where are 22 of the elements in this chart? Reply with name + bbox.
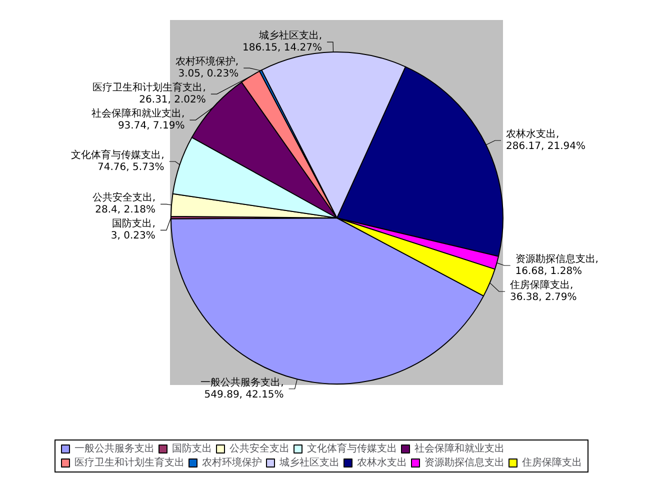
data-label: 城乡社区支出, 186.15, 14.27% bbox=[242, 30, 322, 54]
data-label: 公共安全支出, 28.4, 2.18% bbox=[92, 192, 156, 216]
data-label: 资源勘探信息支出, 16.68, 1.28% bbox=[515, 253, 598, 278]
data-label: 社会保障和就业支出, 93.74, 7.19% bbox=[92, 108, 185, 132]
legend-label: 一般公共服务支出 bbox=[74, 442, 154, 454]
data-label: 住房保障支出, 36.38, 2.79% bbox=[510, 279, 577, 304]
data-label: 农村环境保护, 3.05, 0.23% bbox=[175, 56, 239, 80]
data-label: 文化体育与传媒支出, 74.76, 5.73% bbox=[71, 148, 164, 173]
legend-label: 城乡社区支出 bbox=[278, 456, 340, 468]
data-label: 农林水支出, 286.17, 21.94% bbox=[506, 128, 586, 152]
legend-label: 农林水支出 bbox=[357, 456, 407, 468]
data-label: 一般公共服务支出, 549.89, 42.15% bbox=[200, 376, 284, 400]
legend-label: 社会保障和就业支出 bbox=[414, 442, 504, 454]
legend-label: 文化体育与传媒支出 bbox=[307, 442, 397, 454]
legend-label: 公共安全支出 bbox=[230, 442, 290, 454]
legend-label: 住房保障支出 bbox=[522, 456, 582, 468]
data-label: 医疗卫生和计划生育支出, 26.31, 2.02% bbox=[92, 82, 206, 106]
legend-label: 国防支出 bbox=[172, 442, 212, 454]
data-label: 国防支出, 3, 0.23% bbox=[110, 218, 156, 242]
legend-label: 医疗卫生和计划生育支出 bbox=[74, 456, 184, 468]
legend-label: 资源勘探信息支出 bbox=[424, 456, 504, 468]
legend-label: 农村环境保护 bbox=[202, 456, 262, 468]
